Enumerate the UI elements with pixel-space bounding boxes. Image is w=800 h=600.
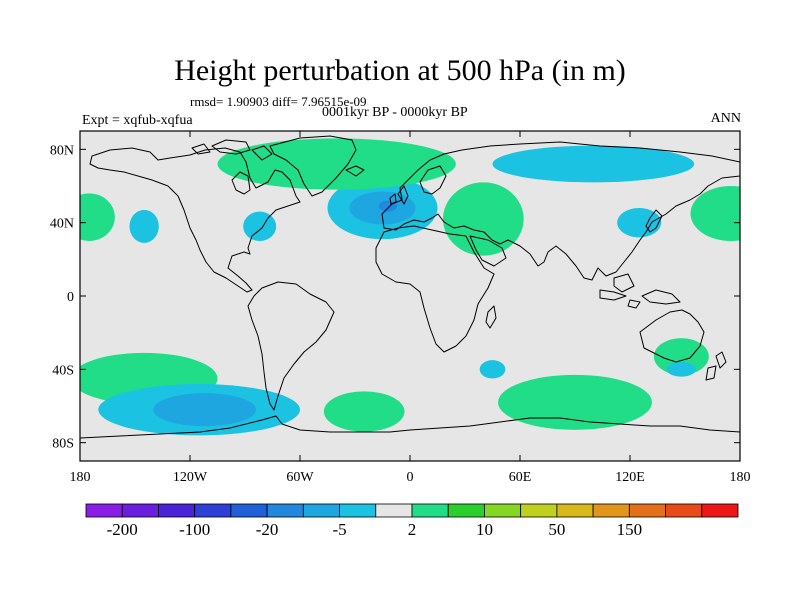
- anomaly-tasman-low: [666, 362, 696, 377]
- axis-ticks: 80N 40N 0 40S 80S 180 120W 60W 0 60E 120E 180: [50, 131, 751, 485]
- lon-label: 60E: [509, 470, 532, 485]
- plot-title: Height perturbation at 500 hPa (in m): [174, 54, 626, 87]
- anomaly-pacific-high: [690, 186, 740, 241]
- anomaly-north-pacific-low: [129, 209, 159, 243]
- coastline-hudson-bay: [231, 171, 251, 195]
- anomaly-australia-high: [653, 338, 709, 375]
- colorbar-box: [339, 503, 377, 518]
- coastline-eurasia: [381, 141, 740, 281]
- colorbar-label: 2: [408, 520, 417, 539]
- coastline-australia: [639, 309, 705, 363]
- anomaly-south-atlantic-high: [323, 391, 405, 432]
- colorbar-box: [447, 503, 485, 518]
- colorbar-box: [665, 503, 703, 518]
- anomaly-indian-ocean-high: [498, 374, 652, 430]
- stats-label: rmsd= 1.90903 diff= 7.96515e-09: [190, 94, 367, 109]
- anomaly-us-low: [243, 211, 277, 241]
- colorbar-box: [520, 503, 558, 518]
- coastline-japan: [645, 209, 663, 233]
- coastline-greenland: [269, 135, 357, 197]
- anomaly-greenland-high: [217, 138, 456, 190]
- colorbar-box: [230, 503, 268, 518]
- lon-label: 180: [70, 470, 91, 485]
- coastline-new-zealand: [705, 351, 727, 381]
- coastline-madagascar: [485, 305, 497, 329]
- colorbar-box: [484, 503, 522, 518]
- coastline-arabia: [469, 235, 507, 267]
- lon-label: 120W: [173, 470, 208, 485]
- experiment-label: Expt = xqfub-xqfua: [82, 113, 193, 128]
- lat-label: 80S: [52, 437, 74, 452]
- coastline-south-america: [247, 281, 335, 411]
- colorbar-box: [121, 503, 159, 518]
- coastline-africa: [375, 225, 495, 353]
- lat-label: 80N: [50, 143, 74, 158]
- colorbar-box: [556, 503, 594, 518]
- lat-label: 40N: [50, 217, 74, 232]
- colorbar-box: [85, 503, 123, 518]
- anomaly-field: [80, 138, 740, 436]
- anomaly-siberia-low: [492, 145, 695, 183]
- coastline-scandinavia: [419, 165, 447, 195]
- colorbar-label: -20: [256, 520, 279, 539]
- lat-label: 40S: [52, 363, 74, 378]
- colorbar-box: [701, 503, 739, 518]
- colorbar-label: -200: [107, 520, 138, 539]
- colorbar: -200 -100 -20 -5 2 10 50 150: [85, 503, 739, 539]
- coastlines: [80, 135, 740, 439]
- anomaly-pacific-high-west-edge: [80, 193, 115, 241]
- coastline-indonesia: [599, 273, 681, 309]
- colorbar-box: [158, 503, 196, 518]
- anomaly-indian-ocean-low: [479, 360, 506, 379]
- colorbar-label: -100: [179, 520, 210, 539]
- anomaly-europe-high: [443, 182, 524, 256]
- coastline-antarctica: [80, 415, 740, 439]
- colorbar-box: [194, 503, 232, 518]
- colorbar-box: [628, 503, 666, 518]
- lon-label: 120E: [615, 470, 645, 485]
- anomaly-south-pacific-low-core: [153, 393, 256, 427]
- lat-label: 0: [67, 290, 74, 305]
- coastline-iceland: [345, 165, 365, 177]
- coastline-british-isles: [389, 185, 409, 205]
- period-label: 0001kyr BP - 0000kyr BP: [322, 105, 468, 120]
- colorbar-box: [411, 503, 449, 518]
- lon-label: 0: [407, 470, 414, 485]
- lon-label: 180: [730, 470, 751, 485]
- anomaly-east-asia-low: [617, 208, 662, 238]
- colorbar-label: -5: [332, 520, 346, 539]
- colorbar-label: 10: [476, 520, 493, 539]
- colorbar-label: 50: [548, 520, 565, 539]
- coastline-north-america: [89, 147, 301, 293]
- colorbar-box: [375, 503, 413, 518]
- colorbar-box: [266, 503, 304, 518]
- colorbar-box: [302, 503, 340, 518]
- season-label: ANN: [710, 111, 741, 126]
- coastline-arctic-islands: [191, 139, 273, 161]
- colorbar-box: [592, 503, 630, 518]
- colorbar-label: 150: [617, 520, 643, 539]
- lon-label: 60W: [286, 470, 314, 485]
